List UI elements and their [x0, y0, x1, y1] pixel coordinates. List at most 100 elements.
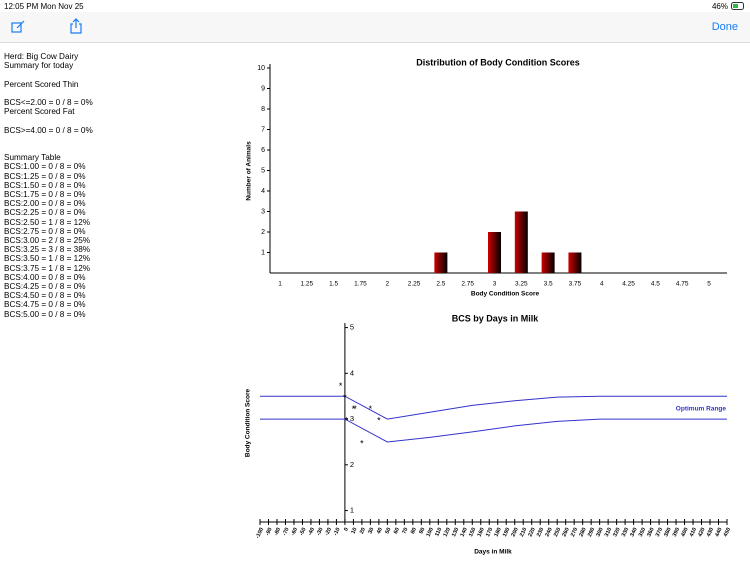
- x-tick-label: -100: [255, 527, 265, 540]
- chart-title: Distribution of Body Condition Scores: [416, 57, 580, 67]
- x-tick-label: -50: [299, 527, 308, 537]
- range-line: [260, 418, 727, 443]
- x-tick-label: 290: [587, 527, 596, 538]
- x-tick-label: 210: [519, 527, 528, 538]
- x-tick-label: 310: [604, 527, 613, 538]
- x-tick-label: 4.5: [651, 281, 660, 288]
- y-tick-label: 3: [261, 208, 265, 215]
- summary-line: BCS>=4.00 = 0 / 8 = 0%: [4, 125, 93, 135]
- summary-line: Summary for today: [4, 61, 74, 71]
- battery-icon: [731, 2, 744, 10]
- x-tick-label: 5: [707, 281, 711, 288]
- x-tick-label: 40: [376, 527, 384, 535]
- x-tick-label: 190: [502, 527, 511, 538]
- summary-line: BCS:4.25 = 0 / 8 = 0%: [4, 282, 86, 292]
- x-tick-label: -60: [290, 527, 299, 537]
- data-point: *: [353, 404, 357, 414]
- summary-line: BCS:3.75 = 1 / 8 = 12%: [4, 263, 91, 273]
- x-tick-label: 1.25: [300, 281, 313, 288]
- summary-line: Herd: Big Cow Dairy: [4, 52, 79, 61]
- x-tick-label: 300: [595, 527, 604, 538]
- x-tick-label: -20: [324, 527, 333, 537]
- range-label: Optimum Range: [676, 405, 727, 412]
- y-tick-label: 8: [261, 106, 265, 113]
- y-tick-label: 2: [350, 460, 354, 469]
- x-tick-label: 260: [561, 527, 570, 538]
- x-tick-label: 3.75: [569, 281, 582, 288]
- x-tick-label: 20: [359, 527, 367, 535]
- y-axis-label: Number of Animals: [246, 141, 253, 201]
- bar: [514, 211, 528, 273]
- x-tick-label: 4.75: [676, 281, 689, 288]
- x-tick-label: 230: [536, 527, 545, 538]
- range-line: [260, 395, 727, 420]
- summary-block: Summary Table BCS:1.00 = 0 / 8 = 0% BCS:1.…: [4, 153, 93, 319]
- x-tick-label: 2.75: [461, 281, 474, 288]
- summary-line: BCS:4.75 = 0 / 8 = 0%: [4, 300, 86, 310]
- data-point: *: [369, 404, 373, 414]
- x-tick-label: 90: [418, 527, 426, 535]
- summary-line: BCS:2.25 = 0 / 8 = 0%: [4, 208, 86, 218]
- summary-line: BCS:2.75 = 0 / 8 = 0%: [4, 226, 86, 236]
- data-point: *: [339, 381, 343, 391]
- y-tick-label: 5: [350, 323, 354, 332]
- x-tick-label: 3: [493, 281, 497, 288]
- x-tick-label: 150: [468, 527, 477, 538]
- x-tick-label: 390: [672, 527, 681, 538]
- summary-line: BCS:1.00 = 0 / 8 = 0%: [4, 162, 86, 172]
- summary-line: BCS:3.00 = 2 / 8 = 25%: [4, 236, 91, 245]
- bar: [541, 252, 555, 273]
- y-axis-label: Body Condition Score: [245, 388, 252, 457]
- x-tick-label: 30: [367, 527, 375, 535]
- x-tick-label: 130: [451, 527, 460, 538]
- x-tick-label: 320: [612, 527, 621, 538]
- x-tick-label: 430: [706, 527, 715, 538]
- battery: 46%: [711, 2, 728, 11]
- summary-line: BCS:3.25 = 3 / 8 = 38%: [4, 245, 91, 255]
- x-tick-label: 3.5: [544, 281, 553, 288]
- x-tick-label: 0: [343, 527, 350, 532]
- summary-line: BCS:2.00 = 0 / 8 = 0%: [4, 199, 86, 209]
- data-point: *: [360, 438, 364, 448]
- x-tick-label: 4: [600, 281, 604, 288]
- x-tick-label: 250: [553, 527, 562, 538]
- x-tick-label: 50: [384, 527, 392, 535]
- summary-line: Percent Scored Thin: [4, 79, 79, 89]
- summary-line: BCS:5.00 = 0 / 8 = 0%: [4, 309, 86, 319]
- summary-block: Percent Scored Thin: [4, 80, 93, 89]
- x-tick-label: 350: [638, 527, 647, 538]
- x-tick-label: 450: [723, 527, 732, 538]
- y-tick-label: 5: [261, 167, 265, 174]
- y-tick-label: 3: [350, 414, 354, 423]
- status-time: 12:05 PM Mon Nov 25: [4, 2, 84, 11]
- y-tick-label: 9: [261, 85, 265, 92]
- x-tick-label: 2.5: [436, 281, 445, 288]
- compose-button[interactable]: [11, 20, 25, 34]
- x-tick-label: 220: [528, 527, 537, 538]
- data-point: *: [343, 393, 347, 403]
- x-tick-label: 1.5: [329, 281, 338, 288]
- x-tick-label: -40: [307, 527, 316, 537]
- summary-line: BCS:4.50 = 0 / 8 = 0%: [4, 291, 86, 301]
- chart-title: BCS by Days in Milk: [452, 313, 540, 323]
- x-axis-label: Days in Milk: [474, 549, 512, 556]
- summary-line: BCS:4.00 = 0 / 8 = 0%: [4, 272, 86, 282]
- x-tick-label: 70: [401, 527, 409, 535]
- bar: [488, 232, 501, 273]
- summary-block: BCS<=2.00 = 0 / 8 = 0% Percent Scored Fat: [4, 98, 93, 116]
- x-tick-label: 4.25: [622, 281, 635, 288]
- x-tick-label: 110: [434, 527, 443, 538]
- summary-block: BCS>=4.00 = 0 / 8 = 0%: [4, 126, 93, 135]
- data-point: *: [377, 415, 381, 425]
- x-tick-label: 2.25: [408, 281, 421, 288]
- x-tick-label: 160: [477, 527, 486, 538]
- done-button[interactable]: Done: [711, 21, 738, 33]
- x-tick-label: 100: [426, 527, 435, 538]
- bar: [434, 252, 448, 273]
- x-tick-label: 200: [511, 527, 520, 538]
- x-tick-label: 1: [278, 281, 282, 288]
- bar: [568, 252, 582, 273]
- share-button[interactable]: [69, 18, 83, 34]
- summary-line: BCS:2.50 = 1 / 8 = 12%: [4, 217, 91, 227]
